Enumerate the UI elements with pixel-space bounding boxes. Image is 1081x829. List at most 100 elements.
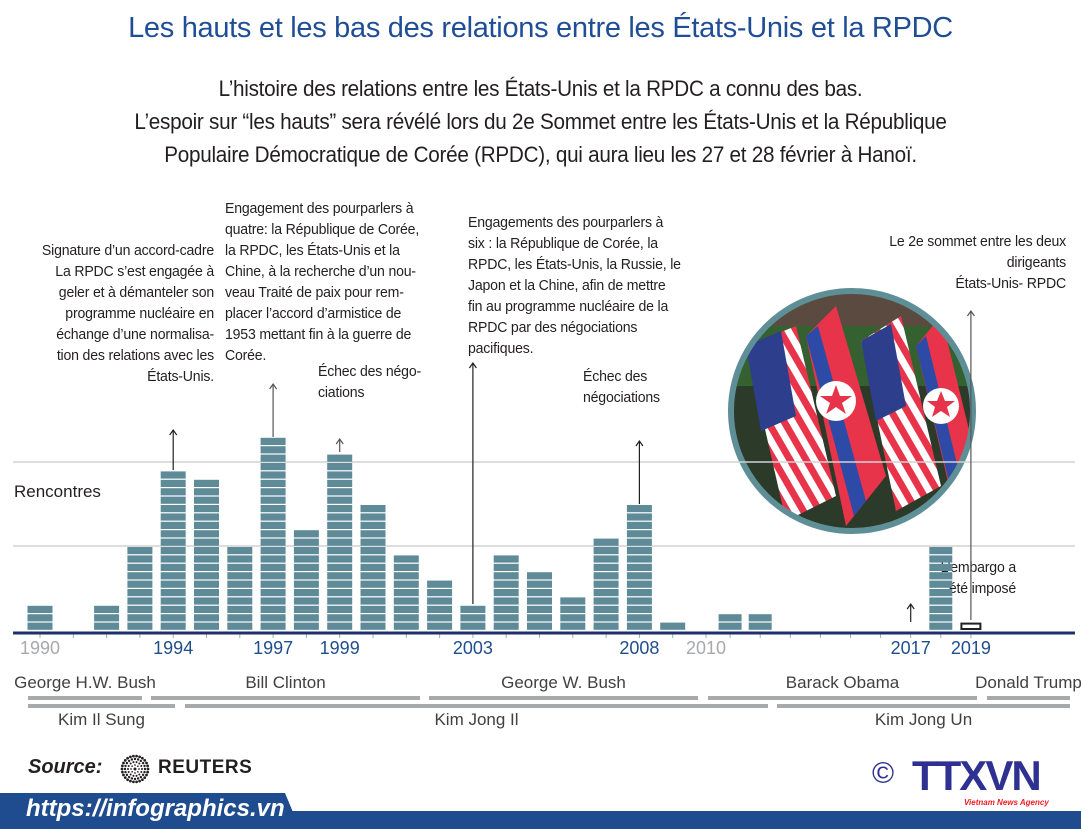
bar-segment <box>593 605 619 613</box>
website-link[interactable]: https://infographics.vn <box>26 795 285 822</box>
bar-segment <box>260 471 286 479</box>
bar-chart <box>13 309 1075 638</box>
annotation-line: négociations <box>583 389 660 406</box>
leader-name: Kim Il Sung <box>58 710 145 729</box>
bar-segment <box>160 563 186 571</box>
bar-segment <box>593 622 619 630</box>
bar-segment <box>260 563 286 571</box>
bar-segment <box>293 614 319 622</box>
bar-segment <box>293 589 319 597</box>
y-axis-label: Rencontres <box>14 482 101 501</box>
bar-segment <box>260 505 286 513</box>
bar-segment <box>260 530 286 538</box>
bar-segment <box>493 580 519 588</box>
bar-segment <box>626 505 652 513</box>
annotation-line: quatre: la République de Corée, <box>225 221 420 238</box>
bar-segment <box>194 555 219 563</box>
bar-segment <box>260 446 286 454</box>
annotation-line: Signature d’un accord-cadre <box>41 242 214 259</box>
bar-segment <box>360 555 386 563</box>
bar-segment <box>593 589 619 597</box>
x-tick-label: 2017 <box>890 638 931 658</box>
bar-segment <box>460 614 486 622</box>
president-term-bar <box>987 696 1070 700</box>
bar-segment <box>360 563 386 571</box>
ttxvn-tagline: Vietnam News Agency <box>964 798 1049 807</box>
bar-segment <box>127 572 153 580</box>
annotation-1999: Échec des négo-ciations <box>318 361 421 403</box>
bar-segment <box>327 463 353 471</box>
bar-segment <box>527 622 552 630</box>
bar-segment <box>293 563 319 571</box>
annotation-2019: Le 2e sommet entre les deux dirigeants Éta… <box>835 231 1066 294</box>
bar-segment <box>748 614 772 622</box>
bar-segment <box>327 530 353 538</box>
bar-segment <box>227 572 253 580</box>
bar-segment <box>493 597 519 605</box>
subtitle-line: L’espoir sur “les hauts” sera révélé lor… <box>134 109 947 134</box>
bar-segment <box>360 505 386 513</box>
bar-segment <box>160 530 186 538</box>
bar-segment <box>560 597 586 605</box>
bar-segment <box>327 614 353 622</box>
bar-segment <box>194 547 219 555</box>
bar-segment <box>293 538 319 546</box>
bar-segment <box>626 605 652 613</box>
bar-segment <box>626 563 652 571</box>
bar-segment <box>593 580 619 588</box>
bar-segment <box>327 505 353 513</box>
bar-segment <box>393 580 419 588</box>
bar-segment <box>194 505 219 513</box>
annotation-line: échange d’une normalisa- <box>56 326 215 343</box>
bar-segment <box>593 563 619 571</box>
bar-segment <box>194 572 219 580</box>
bar-segment <box>593 555 619 563</box>
bar-segment <box>929 555 953 563</box>
x-tick-label: 2010 <box>685 638 727 658</box>
annotation-line: dirigeants <box>1006 254 1066 271</box>
annotation-line: La RPDC s’est engagée à <box>55 263 215 280</box>
annotation-1994: Signature d’un accord-cadre La RPDC s’est… <box>13 240 214 387</box>
arrow-head-icon <box>635 439 644 447</box>
source-label: Source: <box>28 756 103 778</box>
bar-segment <box>929 580 953 588</box>
bar-segment <box>227 555 253 563</box>
bar-segment <box>327 589 353 597</box>
bar-segment <box>929 622 953 630</box>
reuters-logo-icon <box>120 754 150 784</box>
bar-segment <box>360 589 386 597</box>
bar-segment <box>260 437 286 445</box>
bar-segment <box>360 547 386 555</box>
bar-segment <box>260 605 286 613</box>
bar-segment <box>560 622 586 630</box>
bar-segment <box>626 589 652 597</box>
bar-segment <box>427 614 453 622</box>
bar-segment <box>626 597 652 605</box>
bar-segment <box>194 521 219 529</box>
arrow-head-icon <box>906 602 915 610</box>
bar-segment <box>194 530 219 538</box>
bar-segment <box>626 521 652 529</box>
bar-segment <box>127 580 153 588</box>
bar-segment <box>127 605 153 613</box>
bar-segment <box>127 555 153 563</box>
bar-segment <box>194 563 219 571</box>
bar-segment <box>127 614 153 622</box>
annotation-line: RPDC, les États-Unis, la Russie, le <box>468 256 681 273</box>
bar-segment <box>160 479 186 487</box>
bar-segment <box>327 496 353 504</box>
x-tick-label: 2003 <box>452 638 493 658</box>
arrow-head-icon <box>269 382 278 390</box>
bar-segment <box>27 605 53 613</box>
bar-segment <box>260 622 286 630</box>
bar-segment <box>427 589 453 597</box>
bar-segment <box>660 622 686 630</box>
bar-segment <box>293 547 319 555</box>
bar-segment <box>194 479 219 487</box>
bar-segment <box>593 614 619 622</box>
bar-segment <box>527 589 552 597</box>
bar-segment <box>27 622 53 630</box>
annotation-line: Corée. <box>225 347 267 364</box>
bar-segment <box>160 580 186 588</box>
bar-segment <box>194 605 219 613</box>
